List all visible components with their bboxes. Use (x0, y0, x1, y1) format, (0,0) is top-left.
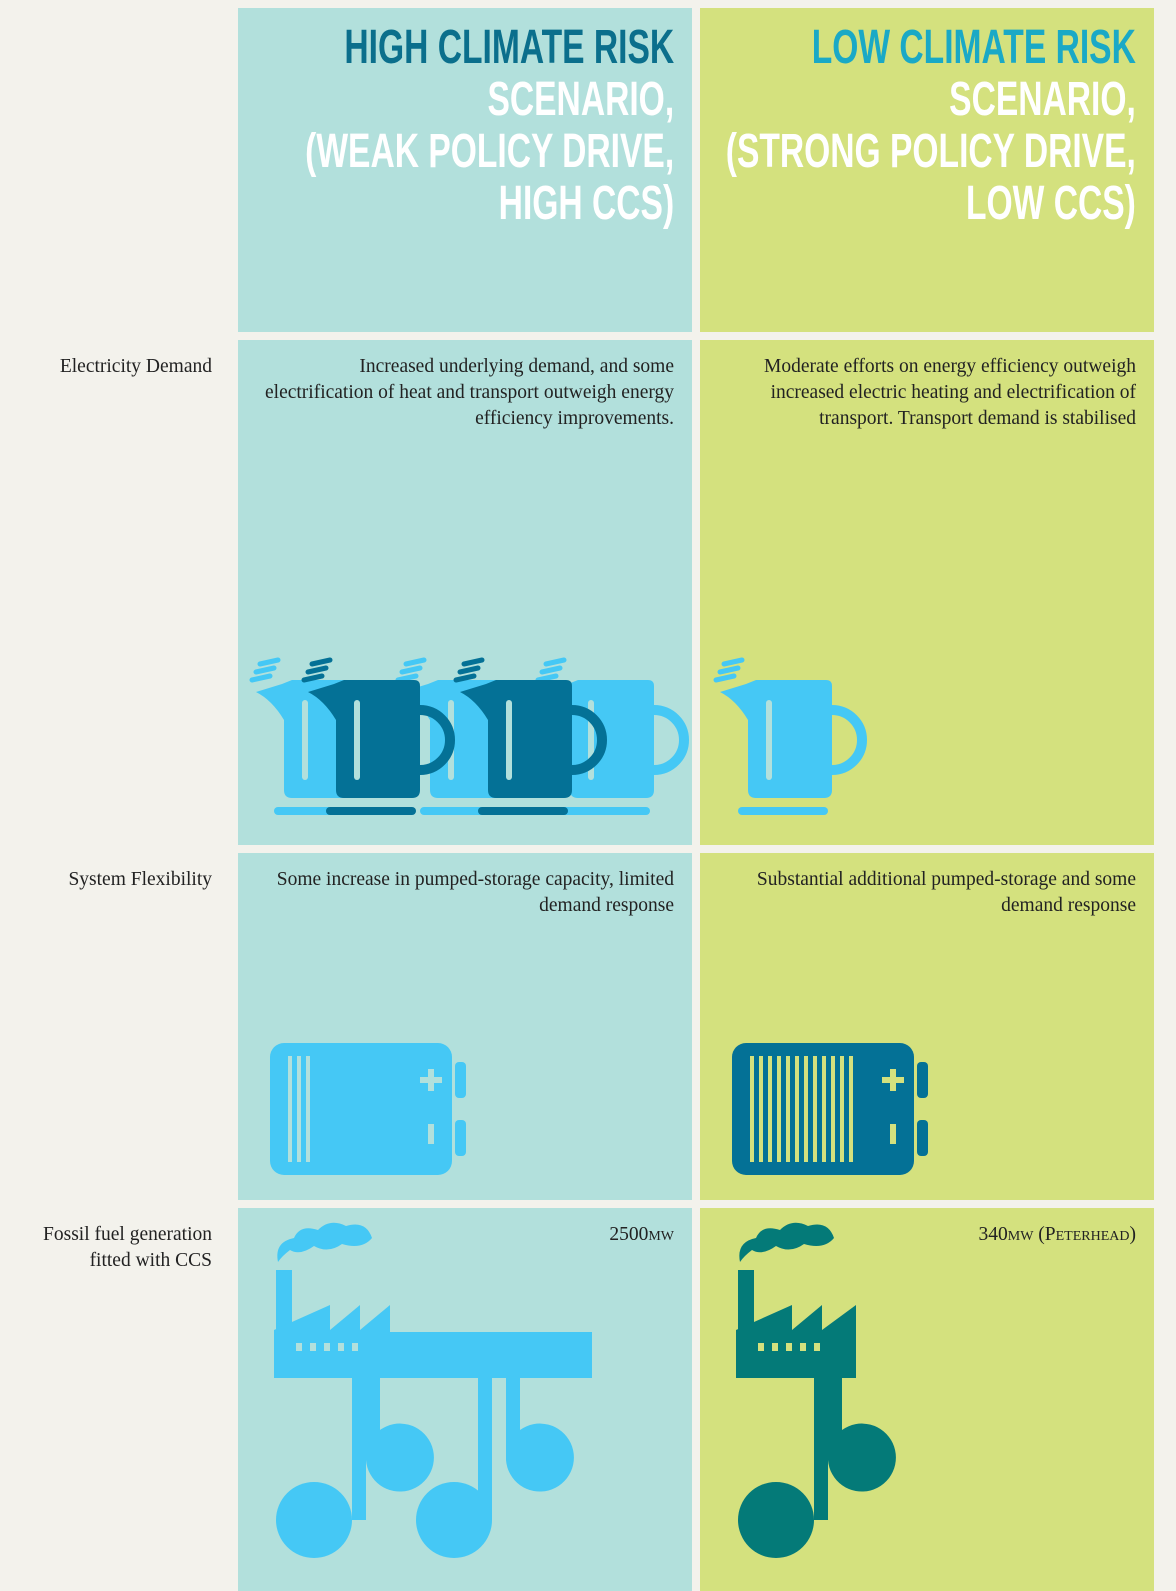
icon-shape (738, 1482, 814, 1558)
icon-shape (786, 1056, 790, 1162)
icon-shape (882, 1069, 904, 1144)
header-title: HIGH CLIMATE RISK (344, 21, 674, 74)
icon-shape (310, 1343, 316, 1351)
row-label: System Flexibility (68, 869, 212, 890)
cell-text: Moderate efforts on energy efficiency ou… (764, 356, 1136, 429)
header-line: HIGH CCS) (498, 177, 674, 230)
icon-shape (758, 1343, 820, 1351)
icon-shape (296, 1343, 358, 1351)
header-line: (STRONG POLICY DRIVE, (725, 125, 1136, 178)
cell-text: Substantial additional pumped-storage an… (756, 869, 1136, 916)
cell-text: Increased underlying demand, and some el… (265, 356, 674, 429)
icon-shape (814, 1343, 820, 1351)
header-cell: HIGH CLIMATE RISK SCENARIO, (WEAK POLICY… (238, 8, 692, 332)
factory (274, 1222, 592, 1558)
icon-shape (288, 1056, 292, 1162)
icon-shape (306, 1056, 310, 1162)
icon-shape (276, 1270, 292, 1330)
battery (732, 1043, 928, 1175)
icon-shape (739, 1222, 834, 1262)
cell-text: 340mw (Peterhead) (978, 1224, 1137, 1245)
icon-shape (804, 1056, 808, 1162)
icon-shape (814, 1370, 828, 1520)
icon-shape (786, 1343, 792, 1351)
header-line: LOW CCS) (966, 177, 1136, 230)
icon-shape (795, 1056, 799, 1162)
icon-shape (366, 1378, 434, 1492)
icon-shape (277, 1222, 372, 1262)
icon-shape (917, 1062, 928, 1098)
icon-shape (800, 1343, 806, 1351)
icon-shape (296, 1343, 302, 1351)
icon-shape (917, 1120, 928, 1156)
icon-shape (716, 660, 862, 815)
battery (270, 1043, 466, 1175)
icon-shape (276, 1482, 352, 1558)
cell-text: 2500mw (609, 1224, 674, 1245)
factory (736, 1222, 896, 1558)
icon-shape (831, 1056, 835, 1162)
icon-shape (270, 1043, 452, 1175)
icon-shape (738, 1270, 754, 1330)
icon-shape (759, 1056, 763, 1162)
icon-shape (478, 1370, 492, 1520)
icon-shape (428, 1069, 434, 1091)
icon-shape (813, 1056, 817, 1162)
header-title: LOW CLIMATE RISK (811, 21, 1136, 74)
icon-shape (352, 1343, 358, 1351)
icon-shape (750, 1056, 853, 1162)
header-cell: LOW CLIMATE RISK SCENARIO, (STRONG POLIC… (700, 8, 1154, 332)
icon-shape (849, 1056, 853, 1162)
cell-text: Some increase in pumped-storage capacity… (276, 869, 674, 916)
header: HIGH CLIMATE RISK SCENARIO, (WEAK POLICY… (305, 22, 674, 230)
icon-shape (297, 1056, 301, 1162)
icon-shape (352, 1370, 366, 1520)
icon-shape (777, 1056, 781, 1162)
icon-shape (768, 1056, 772, 1162)
row-label: Electricity Demand (59, 356, 212, 377)
header-line: SCENARIO, (949, 73, 1136, 126)
icon-shape (758, 1343, 764, 1351)
icon-shape (840, 1056, 844, 1162)
kettles (252, 660, 862, 815)
icon-shape (416, 1482, 492, 1558)
icon-shape (428, 1124, 434, 1144)
icon-shape (324, 1343, 330, 1351)
row-label: Fossil fuel generation fitted with CCS (43, 1224, 212, 1271)
icon-shape (274, 1305, 592, 1378)
icon-shape (288, 1056, 442, 1162)
icon-shape (455, 1120, 466, 1156)
icon-shape (455, 1062, 466, 1098)
header: LOW CLIMATE RISK SCENARIO, (STRONG POLIC… (726, 22, 1136, 230)
header-line: SCENARIO, (487, 73, 674, 126)
icon-shape (828, 1378, 896, 1492)
icon-shape (506, 1378, 574, 1492)
icon-shape (338, 1343, 344, 1351)
icon-shape (772, 1343, 778, 1351)
icon-shape (750, 1056, 754, 1162)
icon-shape (890, 1124, 896, 1144)
header-line: (WEAK POLICY DRIVE, (304, 125, 674, 178)
icon-shape (822, 1056, 826, 1162)
icon-shape (736, 1305, 856, 1378)
icon-shape (890, 1069, 896, 1091)
